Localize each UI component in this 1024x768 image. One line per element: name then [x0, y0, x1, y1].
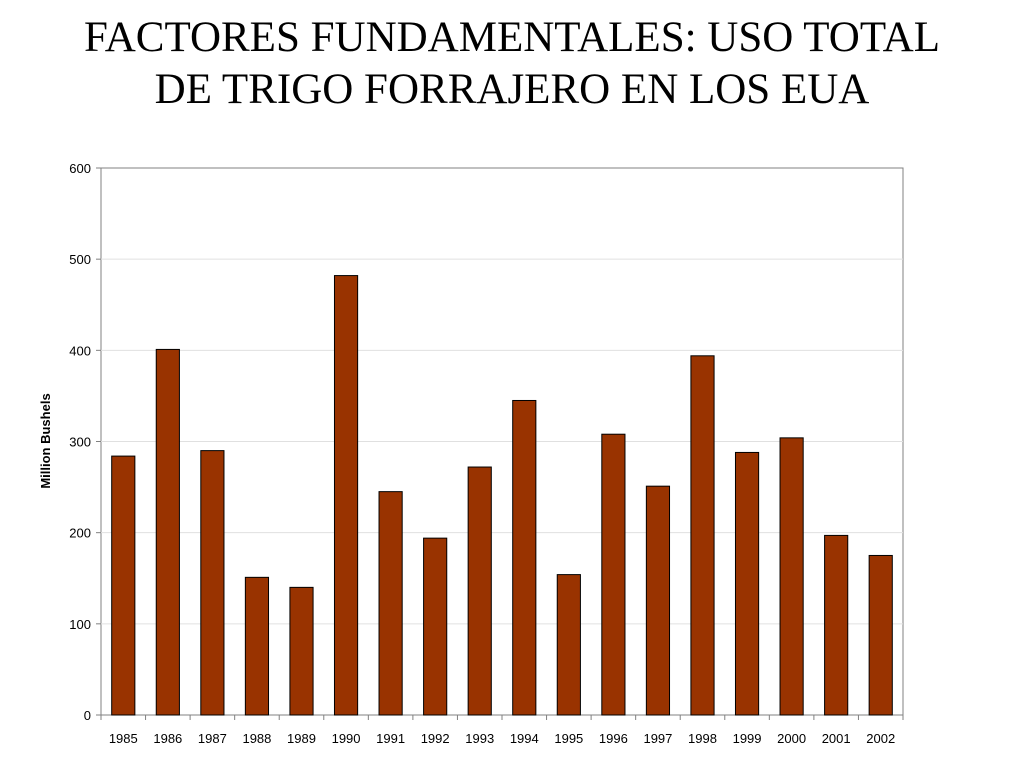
bars [111, 275, 893, 716]
bar-1987 [200, 450, 225, 716]
slide-title-line-1: FACTORES FUNDAMENTALES: USO TOTAL [84, 14, 940, 61]
bar-1992 [423, 537, 448, 716]
x-tick-label: 1995 [554, 731, 583, 746]
bar-1988 [244, 576, 270, 716]
y-tick-labels: 0 100 200 300 400 500 600 [69, 161, 91, 723]
bar-1999 [734, 451, 760, 716]
x-tick-label: 1996 [599, 731, 628, 746]
y-tick-label: 300 [69, 435, 91, 450]
y-tick-label: 500 [69, 252, 91, 267]
bar-2001 [824, 534, 849, 716]
bar-1995 [556, 574, 581, 716]
x-tick-label: 2000 [777, 731, 806, 746]
x-tick-label: 1990 [332, 731, 361, 746]
bar-1985 [111, 455, 136, 716]
x-tick-label: 1998 [688, 731, 717, 746]
x-tick-label: 1999 [733, 731, 762, 746]
y-tick-label: 400 [69, 343, 91, 358]
x-tick-labels: 1985 1986 1987 1988 1989 1990 1991 1992 1993 1994… [109, 731, 895, 746]
y-tick-label: 0 [84, 708, 91, 723]
x-tick-label: 1997 [643, 731, 672, 746]
x-tick-label: 1989 [287, 731, 316, 746]
x-tick-label: 1993 [465, 731, 494, 746]
x-tick-label: 1994 [510, 731, 539, 746]
x-tick-label: 1988 [242, 731, 271, 746]
bar-1991 [378, 491, 403, 716]
axes [96, 167, 904, 720]
y-tick-label: 100 [69, 617, 91, 632]
bar-1997 [645, 485, 671, 716]
y-tick-label: 200 [69, 526, 91, 541]
x-tick-label: 1987 [198, 731, 227, 746]
x-tick-label: 2002 [866, 731, 895, 746]
y-axis-label: Million Bushels [38, 393, 53, 488]
x-tick-label: 1986 [153, 731, 182, 746]
bar-1989 [289, 586, 314, 716]
x-tick-label: 2001 [822, 731, 851, 746]
slide-title: FACTORES FUNDAMENTALES: USO TOTAL DE TRI… [0, 12, 1024, 116]
x-tick-label: 1985 [109, 731, 138, 746]
bar-1986 [155, 348, 180, 716]
bar-2002 [868, 554, 893, 716]
y-tick-label: 600 [69, 161, 91, 176]
bar-1994 [512, 399, 537, 716]
gridlines [101, 258, 903, 625]
bar-1996 [601, 433, 626, 716]
bar-1998 [690, 355, 715, 716]
bar-1993 [467, 466, 492, 716]
slide-title-line-2: DE TRIGO FORRAJERO EN LOS EUA [154, 66, 870, 113]
x-tick-label: 1992 [421, 731, 450, 746]
x-tick-label: 1991 [376, 731, 405, 746]
bar-1990 [333, 275, 359, 716]
bar-2000 [779, 437, 804, 716]
